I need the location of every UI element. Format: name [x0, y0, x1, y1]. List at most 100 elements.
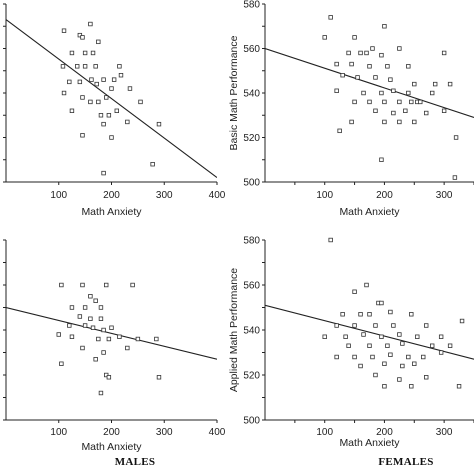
data-point [358, 50, 363, 56]
data-point [352, 354, 357, 360]
data-point [337, 128, 342, 134]
data-point [438, 350, 444, 355]
data-point [334, 323, 339, 328]
scatter-females-applied: 500 520 540 560 580 100 200 300 Math Anxiety Appl… [228, 236, 474, 449]
data-point [459, 318, 465, 324]
data-point [154, 336, 159, 342]
x-tick-label: 400 [209, 190, 226, 201]
data-point [456, 384, 462, 389]
data-point [67, 323, 72, 328]
data-point [412, 119, 417, 125]
data-point [424, 375, 429, 380]
data-point [352, 35, 357, 40]
data-point [406, 90, 411, 96]
data-point [391, 88, 396, 93]
data-point [69, 334, 75, 339]
data-point [415, 334, 420, 339]
data-point [125, 345, 130, 351]
data-point [432, 81, 438, 87]
data-point [361, 332, 366, 337]
data-point [373, 75, 378, 80]
data-point [406, 354, 411, 360]
data-point [379, 334, 384, 339]
data-point [409, 99, 414, 105]
data-point [118, 73, 124, 78]
y-tick-label: 500 [243, 416, 260, 427]
data-point [447, 81, 453, 87]
data-point [367, 312, 372, 317]
y-tick-label: 540 [243, 326, 260, 337]
data-point [59, 361, 64, 366]
data-point [69, 50, 75, 56]
data-point [406, 64, 411, 69]
data-point [421, 354, 426, 360]
data-point [346, 343, 351, 348]
data-point [89, 77, 94, 82]
data-point [101, 350, 106, 355]
data-point [90, 325, 96, 330]
data-point [88, 21, 93, 27]
data-point [101, 327, 106, 333]
data-point [397, 99, 402, 105]
y-tick-label: 560 [243, 44, 260, 55]
data-point [77, 32, 83, 38]
data-point [340, 312, 345, 317]
data-point [328, 15, 333, 20]
data-point [418, 99, 423, 105]
x-tick-label: 100 [50, 190, 67, 201]
y-tick-label: 580 [243, 236, 260, 247]
data-point [364, 282, 369, 288]
data-point [93, 357, 98, 362]
x-tick-label: 100 [316, 427, 333, 438]
data-point [104, 95, 109, 100]
x-tick-label: 300 [436, 427, 453, 438]
x-tick-label: 400 [209, 427, 226, 438]
data-point [328, 237, 333, 243]
data-point [69, 108, 75, 113]
data-point [96, 39, 101, 45]
data-point [96, 99, 101, 105]
x-tick-label: 200 [376, 190, 393, 201]
data-point [382, 119, 387, 125]
data-point [397, 332, 402, 337]
data-point [322, 334, 327, 339]
data-point [367, 343, 372, 348]
data-point [334, 61, 339, 67]
data-point [409, 384, 414, 389]
data-point [334, 88, 339, 93]
data-point [80, 345, 85, 351]
x-tick-label: 200 [103, 427, 120, 438]
data-point [88, 99, 93, 105]
data-point [409, 312, 414, 317]
data-point [82, 50, 88, 56]
data-point [104, 372, 109, 378]
data-point [334, 354, 339, 360]
data-point [114, 108, 119, 113]
data-point [135, 336, 141, 342]
data-point [106, 375, 112, 380]
data-point [367, 99, 372, 105]
data-point [412, 81, 417, 87]
data-point [400, 341, 405, 346]
data-point [98, 305, 104, 310]
data-point [361, 90, 366, 96]
data-point [349, 61, 354, 67]
regression-line [6, 306, 217, 360]
data-point [391, 323, 396, 328]
data-point [364, 50, 369, 56]
x-tick-label: 300 [156, 190, 173, 201]
x-tick-label: 100 [50, 427, 67, 438]
data-point [96, 336, 101, 342]
data-point [388, 309, 393, 315]
data-point [56, 332, 61, 337]
data-point [452, 175, 458, 180]
data-point [59, 282, 64, 288]
data-point [352, 99, 357, 105]
data-point [156, 121, 162, 127]
regression-line [6, 19, 217, 178]
data-point [117, 334, 122, 339]
data-point [412, 361, 417, 366]
data-point [98, 316, 104, 321]
scatter-males-applied: 100 200 300 400 Math Anxiety [3, 239, 226, 453]
data-point [355, 75, 360, 80]
